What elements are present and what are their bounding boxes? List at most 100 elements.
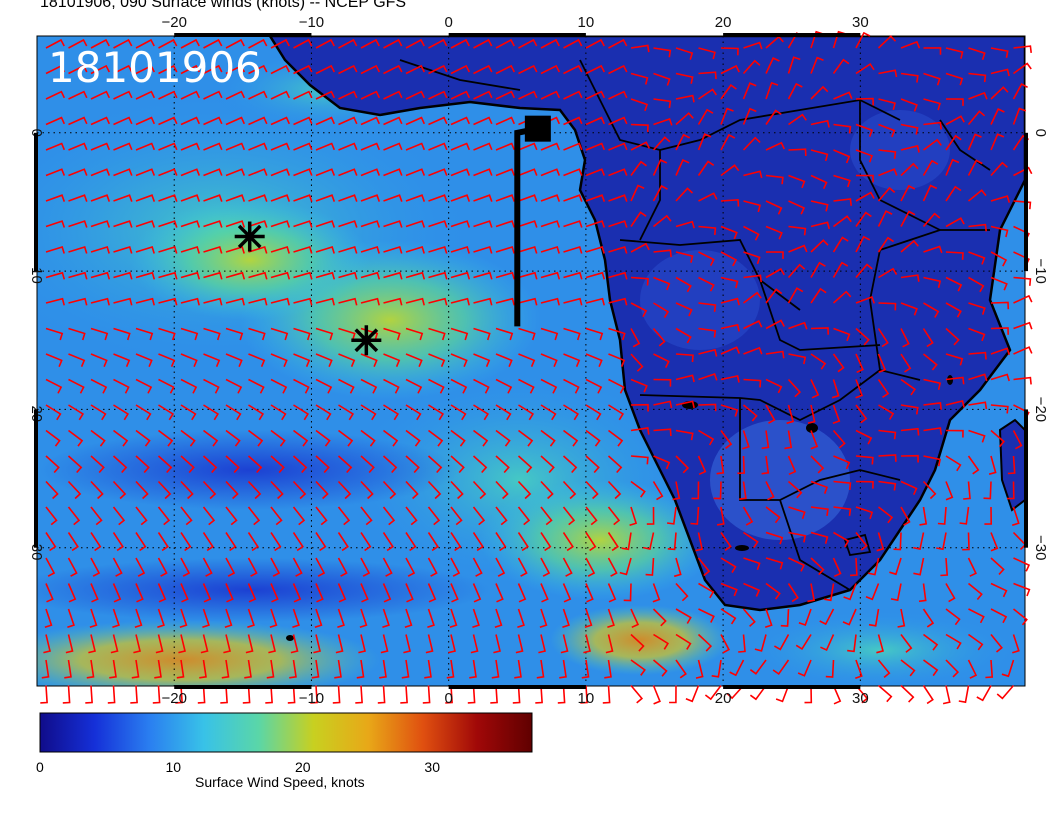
wind-barb — [923, 455, 942, 467]
wind-barb — [608, 64, 628, 75]
wind-barb — [786, 404, 795, 425]
wind-barb — [405, 38, 425, 49]
wind-barb — [180, 480, 194, 500]
wind-barb — [878, 404, 895, 420]
wind-barb — [493, 634, 501, 654]
wind-barb — [729, 659, 745, 677]
wind-barb — [653, 47, 672, 58]
wind-barb — [203, 116, 223, 126]
wind-barb — [855, 480, 874, 489]
wind-barb — [585, 429, 601, 447]
wind-barb — [833, 149, 851, 164]
wind-barb — [338, 168, 358, 177]
wind-barb — [293, 271, 313, 280]
wind-barb — [450, 557, 461, 577]
wind-barb — [90, 116, 111, 126]
wind-barb — [787, 82, 803, 100]
wind-barb — [990, 225, 1009, 238]
wind-barb — [653, 276, 671, 291]
wind-barb — [225, 583, 234, 603]
wind-barb — [67, 455, 83, 474]
wind-barb — [495, 116, 516, 126]
wind-barb — [247, 506, 261, 526]
wind-barb — [470, 634, 479, 654]
wind-barb — [923, 659, 939, 677]
wind-barb — [922, 212, 941, 228]
wind-barb — [158, 90, 178, 100]
wind-barb — [293, 429, 309, 447]
wind-barb — [878, 267, 898, 279]
wind-barb — [761, 430, 770, 450]
wind-barb — [67, 506, 81, 526]
wind-barb — [270, 194, 291, 202]
wind-barb — [65, 634, 74, 654]
wind-barb — [720, 374, 740, 383]
wind-barb — [113, 271, 133, 280]
wind-barb — [855, 149, 874, 163]
wind-barb — [68, 64, 88, 75]
wind-barb — [795, 634, 812, 651]
wind-barb — [293, 378, 310, 394]
wind-barb — [473, 245, 493, 254]
wind-barb — [45, 532, 57, 552]
wind-barb — [1013, 276, 1032, 286]
wind-barb — [945, 158, 960, 176]
wind-barb — [427, 532, 439, 552]
frame-bar — [723, 33, 861, 37]
wind-barb — [248, 220, 268, 228]
lat-tick-label-right: −10 — [1032, 258, 1049, 283]
wind-barb — [585, 532, 597, 552]
wind-barb — [180, 429, 196, 447]
wind-barb — [68, 404, 85, 421]
wind-barb — [716, 506, 725, 526]
wind-barb — [248, 90, 268, 100]
wind-barb — [518, 194, 538, 202]
wind-barb — [900, 659, 916, 677]
wind-barb — [89, 608, 98, 628]
wind-barb — [472, 480, 487, 500]
wind-barb — [135, 532, 147, 552]
wind-barb — [810, 149, 829, 162]
wind-barb — [831, 379, 840, 399]
wind-barb — [514, 659, 522, 679]
wind-barb — [157, 583, 167, 603]
wind-barb — [360, 557, 371, 577]
wind-barb — [450, 327, 469, 341]
wind-barb — [68, 142, 88, 151]
wind-barb — [585, 557, 596, 577]
wind-barb — [495, 64, 516, 75]
wind-barb — [292, 506, 306, 526]
wind-barb — [855, 429, 873, 445]
wind-barb — [810, 327, 829, 335]
wind-barb — [68, 271, 88, 280]
wind-barb — [985, 659, 994, 679]
wind-barb — [518, 297, 538, 306]
wind-barb — [45, 168, 66, 177]
wind-barb — [293, 116, 313, 126]
wind-barb — [360, 353, 378, 368]
wind-barb — [45, 429, 61, 447]
wind-barb — [86, 659, 95, 679]
wind-barb — [608, 90, 628, 100]
wind-barb — [338, 327, 356, 341]
wind-barbs — [40, 30, 1033, 705]
wind-barb — [945, 481, 954, 501]
wind-barb — [540, 429, 556, 447]
wind-barb — [379, 659, 387, 679]
wind-barb — [675, 608, 692, 624]
wind-barb — [1013, 582, 1031, 597]
wind-barb — [270, 116, 291, 126]
frame-bar — [448, 33, 586, 37]
wind-barb — [360, 532, 372, 552]
wind-barb — [832, 58, 850, 74]
wind-barb — [450, 353, 468, 368]
field-blob — [130, 200, 370, 320]
wind-barb — [698, 403, 717, 412]
wind-barb — [135, 38, 155, 49]
wind-barb — [720, 430, 733, 449]
wind-barb — [517, 480, 532, 500]
wind-barb — [270, 480, 284, 500]
wind-barb — [653, 400, 673, 409]
wind-barb — [645, 557, 655, 576]
wind-barb — [743, 557, 761, 571]
